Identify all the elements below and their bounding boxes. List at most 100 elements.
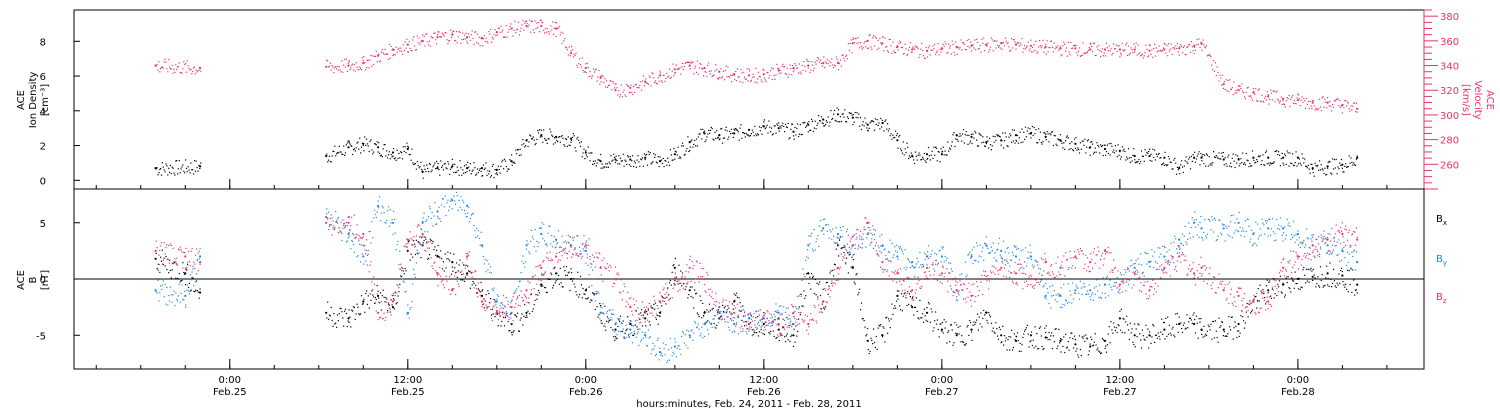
by-dot xyxy=(1000,256,1002,258)
velocity-dot xyxy=(343,64,345,66)
by-dot xyxy=(804,276,806,278)
by-dot xyxy=(998,237,1000,239)
velocity-dot xyxy=(398,47,400,49)
by-dot xyxy=(388,225,390,227)
density-dot xyxy=(649,152,651,154)
density-dot xyxy=(744,133,746,135)
density-dot xyxy=(517,149,519,151)
bx-dot xyxy=(540,285,542,288)
by-dot xyxy=(619,331,622,333)
by-dot xyxy=(364,245,366,247)
by-dot xyxy=(716,309,718,311)
bx-dot xyxy=(452,270,454,272)
velocity-dot xyxy=(692,62,694,64)
velocity-dot xyxy=(464,38,466,40)
velocity-dot xyxy=(386,53,388,55)
bx-dot xyxy=(904,292,906,294)
by-dot xyxy=(1087,293,1089,295)
density-point xyxy=(436,167,439,170)
density-dot xyxy=(749,135,751,137)
by-dot xyxy=(917,261,919,263)
bx-dot xyxy=(695,292,698,294)
density-dot xyxy=(488,173,490,175)
by-dot xyxy=(528,251,530,253)
velocity-dot xyxy=(1071,47,1073,50)
density-dot xyxy=(192,169,194,171)
bx-point xyxy=(1000,334,1003,337)
velocity-dot xyxy=(349,68,351,70)
density-dot xyxy=(773,125,775,127)
velocity-dot xyxy=(623,89,625,91)
velocity-dot xyxy=(957,47,959,49)
bx-dot xyxy=(1135,328,1137,330)
bx-dot xyxy=(468,271,471,273)
velocity-dot xyxy=(428,40,431,42)
by-dot xyxy=(379,196,381,198)
by-dot xyxy=(1100,296,1102,298)
bx-dot xyxy=(1000,342,1002,344)
velocity-dot xyxy=(580,66,582,68)
bx-dot xyxy=(187,264,189,266)
velocity-dot xyxy=(547,31,549,33)
velocity-dot xyxy=(171,64,173,66)
by-dot xyxy=(631,331,633,334)
velocity-dot xyxy=(1241,83,1243,85)
bx-dot xyxy=(982,317,984,320)
velocity-dot xyxy=(572,56,574,58)
by-dot xyxy=(354,236,356,238)
by-dot xyxy=(788,327,790,329)
by-dot xyxy=(458,199,460,201)
density-dot xyxy=(865,122,867,124)
bx-dot xyxy=(851,256,853,258)
velocity-dot xyxy=(1101,48,1103,50)
velocity-dot xyxy=(182,68,184,70)
velocity-dot xyxy=(1055,46,1057,48)
velocity-dot xyxy=(1239,85,1241,87)
density-dot xyxy=(175,160,177,162)
bx-dot xyxy=(842,246,844,249)
by-dot xyxy=(459,206,461,208)
bx-dot xyxy=(1138,324,1140,326)
by-dot xyxy=(1003,259,1006,261)
bx-dot xyxy=(185,268,187,270)
velocity-dot xyxy=(1035,40,1037,42)
bx-dot xyxy=(194,291,196,293)
velocity-dot xyxy=(579,58,581,60)
velocity-dot xyxy=(1127,54,1129,56)
density-dot xyxy=(581,156,583,158)
bx-dot xyxy=(180,280,182,282)
by-dot xyxy=(1132,278,1134,280)
by-dot xyxy=(445,214,447,217)
by-dot xyxy=(889,239,891,241)
velocity-dot xyxy=(1295,103,1297,105)
velocity-dot xyxy=(780,72,782,74)
density-dot xyxy=(1306,167,1308,169)
velocity-dot xyxy=(809,71,811,74)
by-dot xyxy=(900,248,903,250)
density-dot xyxy=(531,138,533,140)
by-dot xyxy=(971,249,973,251)
bx-dot xyxy=(1069,337,1071,339)
density-dot xyxy=(1051,131,1054,133)
by-dot xyxy=(489,271,491,273)
velocity-point xyxy=(1059,47,1062,50)
density-dot xyxy=(812,130,814,133)
density-dot xyxy=(1179,173,1181,175)
velocity-dot xyxy=(1107,50,1109,52)
velocity-point xyxy=(1296,99,1299,102)
velocity-dot xyxy=(358,69,360,71)
velocity-dot xyxy=(417,42,419,44)
velocity-dot xyxy=(680,73,682,75)
density-dot xyxy=(958,135,960,137)
density-dot xyxy=(886,128,888,130)
density-dot xyxy=(1273,161,1275,163)
velocity-dot xyxy=(503,36,505,38)
velocity-dot xyxy=(165,61,167,63)
by-dot xyxy=(357,255,359,257)
velocity-dot xyxy=(619,96,621,98)
bx-point xyxy=(436,255,439,258)
bx-dot xyxy=(621,330,623,333)
bx-dot xyxy=(649,324,651,326)
bx-dot xyxy=(578,296,580,298)
velocity-dot xyxy=(1153,47,1155,50)
